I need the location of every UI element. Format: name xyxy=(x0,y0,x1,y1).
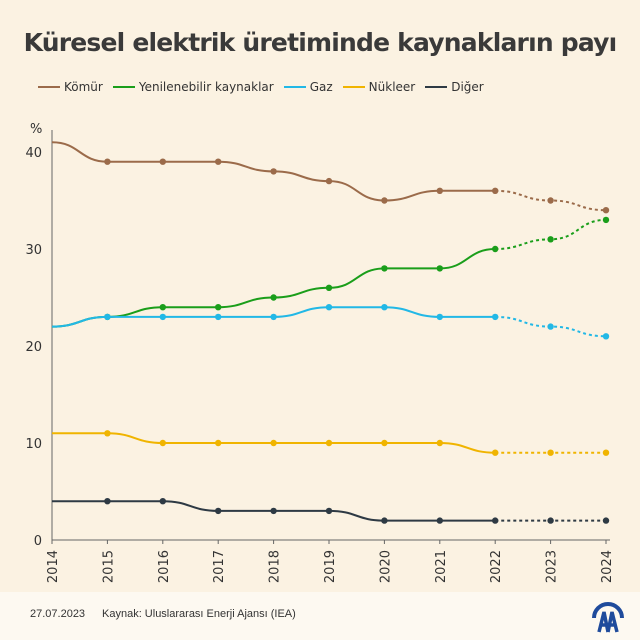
data-point xyxy=(215,313,222,321)
data-point xyxy=(602,216,610,224)
legend: Kömür Yenilenebilir kaynaklar Gaz Nükleer Di… xyxy=(38,80,484,94)
legend-item: Diğer xyxy=(425,80,484,94)
footer: 27.07.2023 Kaynak: Uluslararası Enerji A… xyxy=(0,592,640,640)
data-point xyxy=(159,439,166,447)
data-point xyxy=(381,197,388,204)
legend-swatch xyxy=(342,86,365,88)
legend-item: Yenilenebilir kaynaklar xyxy=(112,80,274,94)
legend-label: Yenilenebilir kaynaklar xyxy=(138,80,274,94)
data-point xyxy=(492,313,499,321)
x-tick-label: 2014 xyxy=(46,550,61,583)
data-point xyxy=(492,449,499,456)
data-point xyxy=(381,517,388,524)
data-point xyxy=(325,507,333,515)
y-tick-label: 30 xyxy=(25,243,42,258)
legend-item: Nükleer xyxy=(342,80,416,94)
legend-label: Diğer xyxy=(451,80,484,94)
legend-label: Kömür xyxy=(64,80,103,94)
data-point xyxy=(547,517,554,524)
x-tick-label: 2019 xyxy=(323,550,338,583)
x-tick-label: 2015 xyxy=(101,550,116,583)
data-point xyxy=(492,187,499,194)
data-point xyxy=(215,304,222,311)
legend-label: Nükleer xyxy=(368,80,416,94)
data-point xyxy=(547,197,554,204)
data-point xyxy=(602,207,610,214)
data-point xyxy=(104,158,111,165)
data-point xyxy=(325,284,333,291)
data-point xyxy=(436,313,443,321)
data-point xyxy=(270,439,277,447)
y-tick-label: 20 xyxy=(25,340,42,355)
y-tick-label: 10 xyxy=(25,437,42,452)
data-point xyxy=(104,313,111,321)
data-point xyxy=(602,517,610,524)
legend-item: Gaz xyxy=(283,80,333,94)
data-point xyxy=(215,507,222,515)
data-point xyxy=(215,158,222,165)
y-tick-label: 40 xyxy=(25,146,42,161)
data-point xyxy=(547,449,554,456)
legend-item: Kömür xyxy=(38,80,103,94)
line-chart: % 0 10 20 30 40 2014 2015 2016 2017 2018 2019 2020 20… xyxy=(25,122,615,583)
data-point xyxy=(270,507,277,515)
data-point xyxy=(104,498,111,505)
chart-title: Küresel elektrik üretiminde kaynakların … xyxy=(23,28,618,57)
data-point xyxy=(270,168,277,175)
x-tick-label: 2021 xyxy=(434,550,449,583)
x-tick-label: 2016 xyxy=(157,550,172,583)
data-point xyxy=(547,236,554,243)
x-tick-label: 2018 xyxy=(268,550,283,583)
data-point xyxy=(381,265,388,272)
data-point xyxy=(602,449,610,456)
data-point xyxy=(436,187,443,194)
x-tick-label: 2020 xyxy=(378,550,393,583)
data-point xyxy=(270,313,277,321)
data-point xyxy=(159,313,166,321)
series-line-projection xyxy=(495,218,607,250)
data-point xyxy=(325,304,333,311)
legend-swatch xyxy=(38,86,60,88)
data-point xyxy=(436,439,443,447)
legend-swatch xyxy=(283,86,306,88)
data-point xyxy=(325,439,333,447)
data-point xyxy=(436,265,443,272)
data-point xyxy=(159,498,166,505)
data-point xyxy=(270,294,277,301)
data-point xyxy=(381,304,388,311)
data-point xyxy=(492,245,499,253)
x-tick-label: 2024 xyxy=(600,550,615,583)
data-point xyxy=(492,517,499,524)
data-point xyxy=(602,333,610,340)
y-axis-label: % xyxy=(30,122,42,137)
data-point xyxy=(325,177,333,185)
legend-swatch xyxy=(425,86,448,88)
x-tick-label: 2022 xyxy=(489,550,504,583)
data-point xyxy=(547,323,554,330)
source: Kaynak: Uluslararası Enerji Ajansı (IEA) xyxy=(102,608,296,620)
data-point xyxy=(159,158,166,165)
data-point xyxy=(159,304,166,311)
date: 27.07.2023 xyxy=(30,608,86,620)
data-point xyxy=(215,439,222,447)
data-point xyxy=(381,439,388,447)
legend-swatch xyxy=(112,86,135,88)
x-tick-label: 2017 xyxy=(212,550,227,583)
x-tick-label: 2023 xyxy=(545,550,560,583)
y-tick-label: 0 xyxy=(34,534,42,549)
legend-label: Gaz xyxy=(309,80,333,94)
data-point xyxy=(436,517,443,524)
data-point xyxy=(104,430,111,437)
aa-logo xyxy=(592,602,624,633)
